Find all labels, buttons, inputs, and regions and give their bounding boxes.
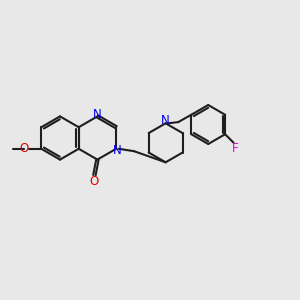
Text: N: N: [161, 114, 170, 127]
Text: O: O: [19, 142, 28, 155]
Text: N: N: [93, 108, 102, 121]
Text: O: O: [90, 175, 99, 188]
Text: N: N: [113, 144, 122, 158]
Text: F: F: [232, 142, 238, 154]
